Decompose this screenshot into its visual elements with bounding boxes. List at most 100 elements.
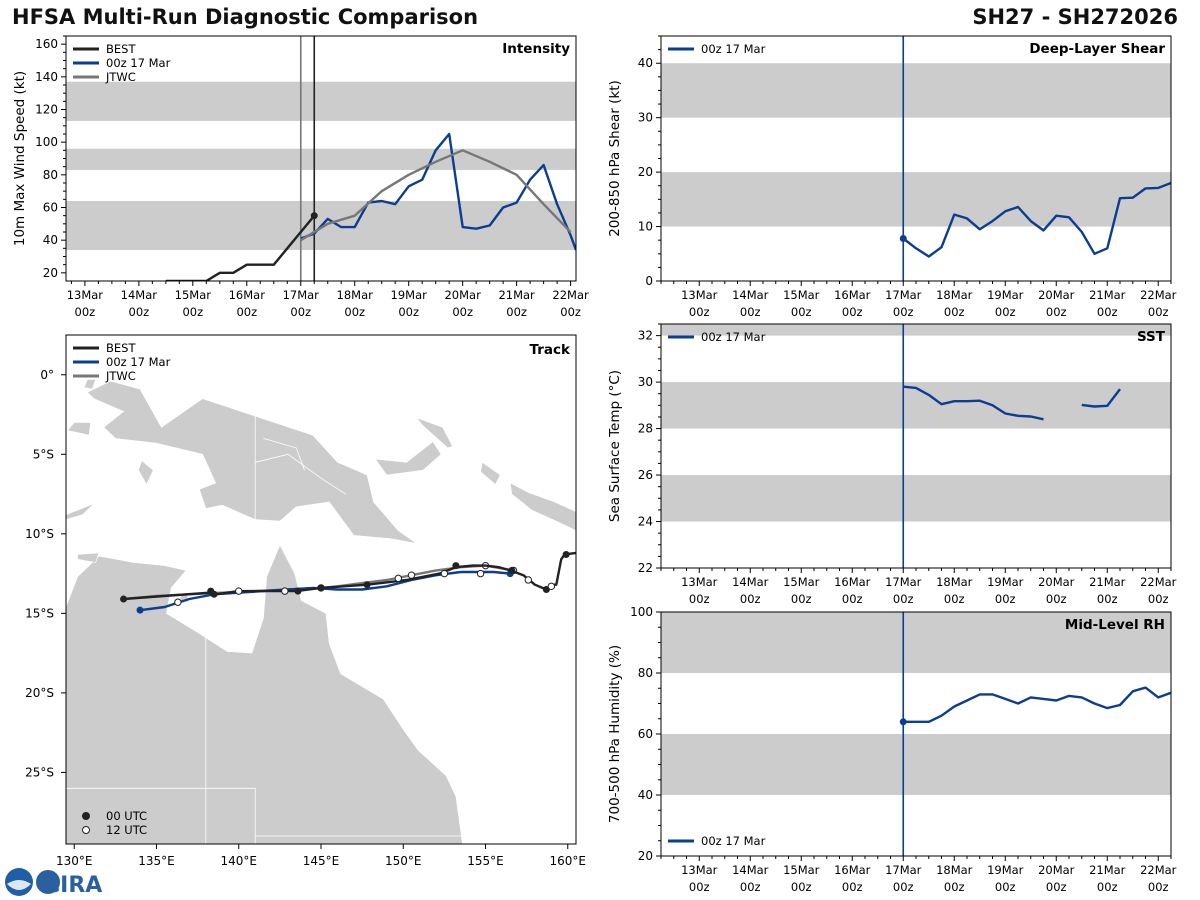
shear-ylabel: 200-850 hPa Shear (kt) bbox=[607, 80, 623, 237]
sst-xtick-hour: 00z bbox=[944, 592, 965, 606]
track-title: Track bbox=[530, 342, 571, 358]
sst-xtick-day: 17Mar bbox=[885, 575, 922, 589]
track-point-12utc bbox=[524, 576, 532, 584]
noaa-cira-logo: CIRA bbox=[5, 868, 102, 898]
track-axes-frame bbox=[65, 334, 577, 845]
shear-series-0 bbox=[902, 181, 1171, 258]
track-marker-legend-label: 00 UTC bbox=[106, 809, 147, 823]
sst-xtick-day: 16Mar bbox=[834, 575, 871, 589]
intensity-title: Intensity bbox=[502, 41, 570, 57]
rh-ytick-label: 100 bbox=[630, 605, 653, 619]
sst-xtick-hour: 00z bbox=[1046, 592, 1067, 606]
track-point-12utc bbox=[476, 569, 485, 578]
rh-band-1 bbox=[661, 612, 1171, 673]
shear-xtick-day: 21Mar bbox=[1089, 288, 1126, 302]
rh-xtick-hour: 00z bbox=[842, 880, 863, 894]
cira-wordmark: CIRA bbox=[44, 873, 102, 898]
intensity-xtick-hour: 00z bbox=[398, 305, 419, 319]
intensity-ytick-label: 20 bbox=[43, 266, 58, 280]
png-province-border-1 bbox=[255, 453, 346, 495]
intensity-ytick-label: 60 bbox=[43, 201, 58, 215]
rh-xtick-day: 14Mar bbox=[732, 863, 769, 877]
intensity-series-2 bbox=[300, 149, 572, 242]
rh-xtick-day: 19Mar bbox=[987, 863, 1024, 877]
rh-xtick-hour: 00z bbox=[740, 880, 761, 894]
track-legend-label: 00z 17 Mar bbox=[106, 355, 171, 369]
intensity-xtick-hour: 00z bbox=[506, 305, 527, 319]
intensity-xtick-day: 18Mar bbox=[337, 288, 374, 302]
intensity-xtick-hour: 00z bbox=[560, 305, 581, 319]
shear-ytick-label: 10 bbox=[638, 220, 653, 234]
intensity-ytick-label: 160 bbox=[35, 37, 58, 51]
shear-xtick-day: 14Mar bbox=[732, 288, 769, 302]
track-line-00z-17-mar bbox=[139, 570, 511, 612]
track-xtick-label: 140°E bbox=[220, 854, 257, 868]
track-point-00utc bbox=[294, 587, 302, 595]
intensity-legend-label: JTWC bbox=[105, 70, 136, 84]
rh-ytick-label: 80 bbox=[638, 666, 653, 680]
shear-xtick-hour: 00z bbox=[944, 305, 965, 319]
track-point-00utc bbox=[136, 606, 144, 614]
track-point-12utc bbox=[174, 598, 182, 606]
rh-xtick-day: 16Mar bbox=[834, 863, 871, 877]
shear-xtick-hour: 00z bbox=[842, 305, 863, 319]
intensity-xtick-hour: 00z bbox=[344, 305, 365, 319]
intensity-xtick-day: 17Mar bbox=[283, 288, 320, 302]
rh-xtick-hour: 00z bbox=[995, 880, 1016, 894]
track-point-12utc bbox=[440, 569, 449, 578]
rh-xtick-day: 22Mar bbox=[1140, 863, 1177, 877]
sst-xtick-day: 18Mar bbox=[936, 575, 973, 589]
sst-panel: 22 24 26 28 30 32 13Mar 00z 14Mar 00z 15Mar 00z 16Ma… bbox=[607, 323, 1177, 606]
state-border-south bbox=[66, 787, 256, 844]
figure-title: HFSA Multi-Run Diagnostic Comparison bbox=[12, 5, 479, 29]
rh-xtick-hour: 00z bbox=[689, 880, 710, 894]
sst-ytick-label: 22 bbox=[638, 561, 653, 575]
track-ytick-label: 5°S bbox=[33, 447, 54, 461]
track-point-00utc bbox=[363, 581, 371, 589]
track-point-12utc bbox=[235, 587, 243, 595]
rh-xtick-day: 18Mar bbox=[936, 863, 973, 877]
sst-band-2 bbox=[661, 324, 1171, 336]
shear-xtick-day: 22Mar bbox=[1140, 288, 1177, 302]
shear-ytick-label: 40 bbox=[638, 56, 653, 70]
shear-xtick-day: 17Mar bbox=[885, 288, 922, 302]
rh-ytick-label: 20 bbox=[638, 849, 653, 863]
intensity-panel: 20 40 60 80 100 120 140 160 13Mar 00z 14Mar 00z 15Ma… bbox=[12, 35, 589, 319]
tiwi-islands bbox=[77, 552, 100, 563]
intensity-xtick-hour: 00z bbox=[75, 305, 96, 319]
waigeo-island bbox=[83, 379, 97, 390]
intensity-xtick-day: 16Mar bbox=[229, 288, 266, 302]
sst-series-0 bbox=[903, 385, 1044, 421]
intensity-ytick-label: 100 bbox=[35, 135, 58, 149]
track-ytick-label: 0° bbox=[40, 368, 54, 382]
intensity-ytick-label: 140 bbox=[35, 70, 58, 84]
intensity-xtick-day: 19Mar bbox=[391, 288, 428, 302]
rh-panel: 20 40 60 80 100 13Mar 00z 14Mar 00z 15Mar 00z 16Mar… bbox=[607, 605, 1177, 894]
rh-xtick-hour: 00z bbox=[1046, 880, 1067, 894]
shear-xtick-hour: 00z bbox=[740, 305, 761, 319]
intensity-series-1 bbox=[300, 132, 576, 251]
sst-series-1 bbox=[1081, 388, 1121, 408]
storm-id: SH27 - SH272026 bbox=[972, 5, 1178, 29]
shear-panel: 0 10 20 30 40 13Mar 00z 14Mar 00z 15Mar 00z 16Mar 00… bbox=[607, 35, 1177, 319]
legend-filled-marker bbox=[82, 812, 90, 820]
solomon-islands bbox=[509, 482, 576, 531]
australia-landmass bbox=[66, 544, 463, 844]
shear-series-start-point bbox=[899, 235, 907, 243]
shear-ytick-label: 30 bbox=[638, 111, 653, 125]
sst-ytick-label: 24 bbox=[638, 515, 653, 529]
sst-xtick-day: 15Mar bbox=[783, 575, 820, 589]
track-xtick-label: 150°E bbox=[385, 854, 422, 868]
shear-xtick-hour: 00z bbox=[893, 305, 914, 319]
track-ytick-label: 25°S bbox=[25, 765, 54, 779]
new-ireland-island bbox=[415, 417, 454, 449]
sst-xtick-hour: 00z bbox=[995, 592, 1016, 606]
sst-title: SST bbox=[1137, 329, 1166, 345]
rh-band-0 bbox=[661, 734, 1171, 795]
sst-xtick-day: 20Mar bbox=[1038, 575, 1075, 589]
rh-xtick-hour: 00z bbox=[791, 880, 812, 894]
shear-band-0 bbox=[661, 172, 1171, 227]
track-xtick-label: 155°E bbox=[467, 854, 504, 868]
intensity-xtick-day: 22Mar bbox=[552, 288, 589, 302]
